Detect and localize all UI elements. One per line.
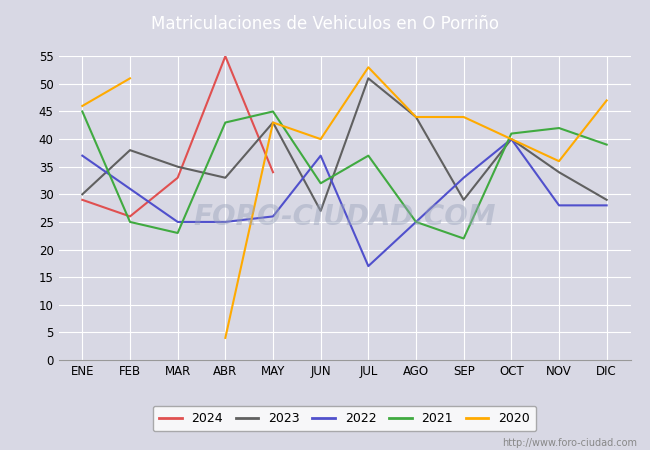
- Text: FORO-CIUDAD.COM: FORO-CIUDAD.COM: [193, 203, 496, 231]
- Legend: 2024, 2023, 2022, 2021, 2020: 2024, 2023, 2022, 2021, 2020: [153, 406, 536, 431]
- Text: http://www.foro-ciudad.com: http://www.foro-ciudad.com: [502, 438, 637, 448]
- Text: Matriculaciones de Vehiculos en O Porriño: Matriculaciones de Vehiculos en O Porriñ…: [151, 14, 499, 33]
